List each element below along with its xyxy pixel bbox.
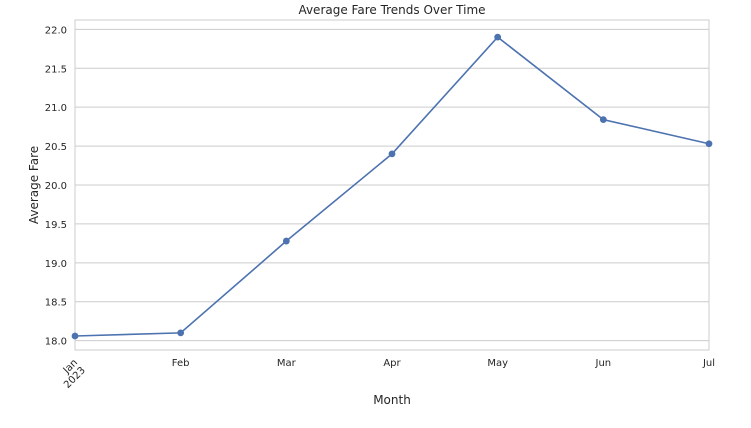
y-tick-label: 20.0 (45, 181, 67, 192)
data-point (494, 33, 502, 41)
x-tick-label: Jan2023 (54, 357, 88, 391)
y-tick-label: 19.0 (45, 259, 67, 270)
x-tick-label: Jun (595, 358, 612, 369)
data-point (388, 150, 396, 158)
plot-frame (74, 19, 710, 351)
x-tick-label: May (487, 358, 508, 369)
y-axis-label: Average Fare (27, 146, 41, 224)
y-tick-label: 22.0 (45, 25, 67, 36)
data-point (599, 116, 607, 124)
y-tick-label: 18.0 (45, 337, 67, 348)
chart-title: Average Fare Trends Over Time (298, 3, 485, 17)
y-tick-label: 20.5 (45, 142, 67, 153)
x-tick-label: Apr (383, 358, 401, 369)
y-tick-label: 18.5 (45, 298, 67, 309)
x-tick-label: Feb (172, 358, 190, 369)
series-line (74, 36, 710, 337)
y-tick-label: 21.0 (45, 103, 67, 114)
x-axis-label: Month (373, 393, 411, 407)
x-tick-label: Jul (702, 358, 715, 369)
y-tick-label: 19.5 (45, 220, 67, 231)
data-point (705, 140, 713, 148)
y-tick-label: 21.5 (45, 64, 67, 75)
data-point (177, 329, 185, 337)
x-tick-label: Mar (277, 358, 297, 369)
data-point (282, 237, 290, 245)
data-point (71, 332, 79, 340)
